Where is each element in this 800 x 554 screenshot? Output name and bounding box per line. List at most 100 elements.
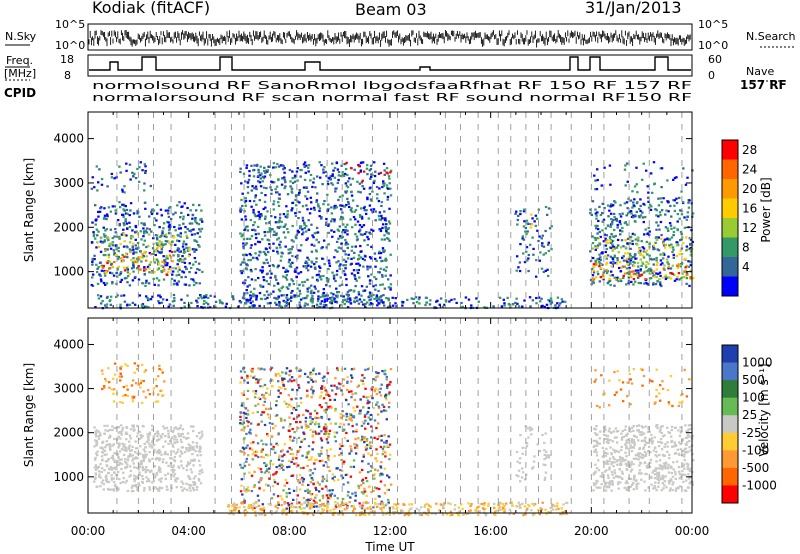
- rti-pixel: [307, 170, 310, 173]
- rti-pixel: [559, 302, 562, 305]
- rti-pixel: [325, 276, 329, 280]
- rti-pixel: [186, 463, 189, 466]
- rti-pixel: [173, 473, 176, 476]
- rti-pixel: [550, 248, 553, 251]
- rti-pixel: [152, 472, 155, 475]
- rti-pixel: [103, 214, 107, 217]
- rti-pixel: [155, 385, 158, 388]
- rti-pixel: [188, 270, 191, 274]
- rti-pixel: [346, 306, 350, 309]
- rti-pixel: [302, 265, 305, 268]
- rti-pixel: [302, 496, 306, 500]
- rti-pixel: [108, 447, 112, 450]
- rti-pixel: [301, 480, 305, 483]
- rti-pixel: [357, 254, 361, 257]
- rti-pixel: [618, 221, 622, 224]
- rti-pixel: [251, 367, 254, 370]
- rti-pixel: [182, 251, 186, 254]
- rti-pixel: [641, 261, 644, 264]
- rti-pixel: [337, 237, 340, 240]
- rti-pixel: [258, 199, 262, 202]
- rti-pixel: [162, 243, 165, 246]
- rti-pixel: [313, 262, 316, 266]
- rti-pixel: [168, 223, 172, 227]
- rti-pixel: [315, 200, 318, 203]
- rti-pixel: [180, 464, 183, 467]
- rti-pixel: [301, 454, 304, 457]
- rti-pixel: [288, 378, 292, 381]
- rti-pixel: [589, 208, 592, 211]
- rti-pixel: [370, 257, 373, 260]
- rti-pixel: [102, 483, 105, 486]
- rti-pixel: [654, 208, 657, 211]
- rti-pixel: [253, 213, 257, 216]
- rti-pixel: [130, 234, 133, 238]
- rti-pixel: [113, 471, 116, 474]
- rti-pixel: [334, 393, 338, 396]
- rti-pixel: [347, 205, 351, 209]
- rti-pixel: [103, 377, 107, 381]
- rti-pixel: [250, 278, 254, 281]
- rti-pixel: [470, 304, 473, 307]
- rti-pixel: [670, 271, 673, 275]
- rti-pixel: [292, 417, 296, 420]
- rti-pixel: [301, 476, 304, 480]
- rti-pixel: [244, 412, 247, 415]
- rti-pixel: [316, 231, 320, 234]
- rti-pixel: [244, 199, 248, 203]
- rti-pixel: [101, 387, 104, 391]
- rti-pixel: [180, 211, 183, 215]
- rti-pixel: [141, 468, 145, 472]
- rti-pixel: [628, 266, 631, 269]
- rti-pixel: [94, 468, 98, 471]
- rti-pixel: [611, 239, 615, 243]
- rti-pixel: [592, 263, 596, 266]
- rti-pixel: [323, 300, 326, 303]
- rti-pixel: [186, 249, 190, 252]
- rti-pixel: [145, 465, 148, 469]
- rti-pixel: [523, 220, 526, 223]
- rti-pixel: [92, 231, 95, 234]
- rti-pixel: [186, 227, 189, 231]
- rti-pixel: [327, 435, 330, 439]
- rti-pixel: [320, 300, 324, 303]
- rti-pixel: [165, 263, 169, 267]
- rti-pixel: [179, 258, 182, 261]
- rti-pixel: [150, 444, 153, 447]
- rti-pixel: [95, 452, 98, 455]
- rti-pixel: [652, 281, 655, 285]
- rti-pixel: [183, 487, 186, 490]
- rti-pixel: [519, 243, 522, 246]
- rti-pixel: [378, 302, 381, 305]
- rti-pixel: [136, 368, 139, 371]
- rti-pixel: [658, 211, 662, 214]
- rti-pixel: [131, 261, 135, 264]
- rti-pixel: [547, 298, 550, 302]
- rti-pixel: [633, 198, 636, 201]
- rti-pixel: [251, 228, 254, 232]
- rti-pixel: [259, 479, 262, 482]
- rti-pixel: [91, 221, 94, 224]
- rti-pixel: [264, 297, 267, 301]
- rti-pixel: [111, 272, 114, 275]
- rti-pixel: [145, 231, 149, 234]
- rti-pixel: [133, 303, 137, 306]
- rti-pixel: [685, 264, 689, 268]
- rti-pixel: [304, 302, 307, 305]
- rti-pixel: [591, 235, 594, 238]
- rti-pixel: [604, 250, 607, 254]
- rti-pixel: [324, 223, 328, 227]
- rti-pixel: [666, 200, 669, 203]
- rti-pixel: [201, 270, 204, 273]
- rti-pixel: [124, 363, 127, 366]
- rti-pixel: [639, 282, 643, 285]
- rti-pixel: [620, 239, 624, 242]
- rti-pixel: [337, 198, 340, 202]
- rti-pixel: [320, 391, 323, 394]
- rti-pixel: [611, 274, 614, 277]
- rti-pixel: [115, 468, 118, 471]
- rti-pixel: [359, 169, 363, 172]
- rti-pixel: [286, 227, 289, 231]
- rti-pixel: [141, 465, 144, 468]
- rti-pixel: [441, 305, 445, 308]
